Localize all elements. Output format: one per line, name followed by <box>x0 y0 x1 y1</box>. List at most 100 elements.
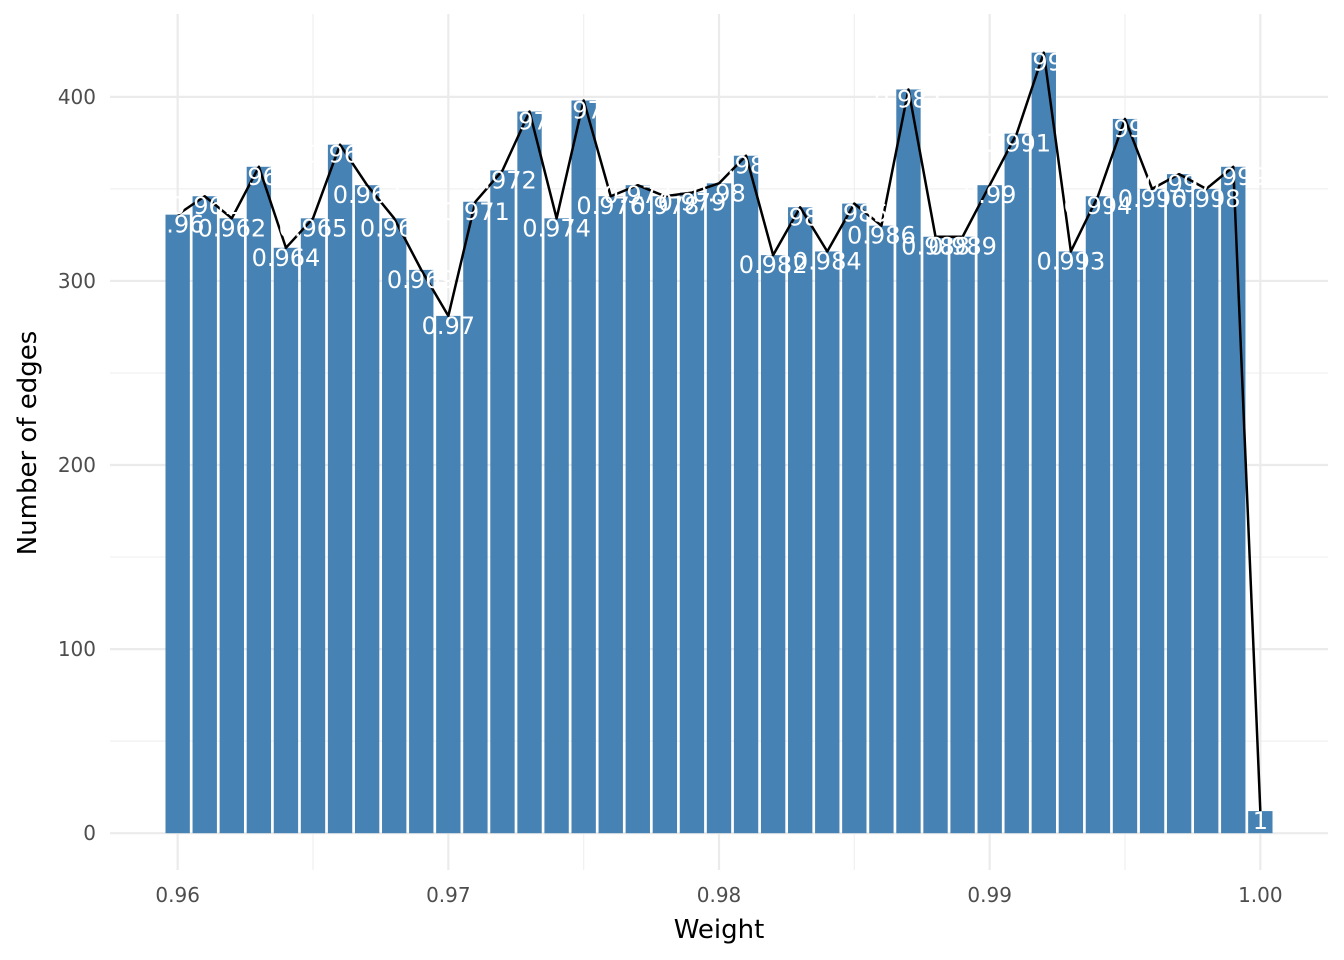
y-tick-label: 0 <box>83 821 96 845</box>
bar <box>1248 811 1273 834</box>
bar-value-label: 0.969 <box>387 266 456 294</box>
bars <box>165 52 1273 834</box>
bar <box>354 185 380 834</box>
bar-value-label: 0.975 <box>549 97 618 125</box>
bar <box>733 155 759 834</box>
bar-value-label: 1 <box>1253 807 1268 835</box>
axes: 0.96 0.97 0.98 0.99 1.00 0 100 200 300 400 <box>58 85 1283 907</box>
bar <box>1004 133 1029 834</box>
bar-value-label: 0.965 <box>279 214 348 242</box>
y-tick-label: 300 <box>58 269 96 293</box>
bar <box>923 236 948 834</box>
bar-value-label: 0.972 <box>468 166 537 194</box>
x-tick-label: 0.98 <box>697 883 742 907</box>
y-tick-label: 100 <box>58 637 96 661</box>
bar-value-label: 0.96 <box>151 211 204 239</box>
bar <box>1112 118 1138 834</box>
bar-value-label: 0.996 <box>1118 185 1187 213</box>
trend-line <box>176 51 1262 812</box>
bar <box>950 236 975 834</box>
bar-value-label: 0.982 <box>739 251 808 279</box>
bar-value-label: 0.974 <box>522 214 591 242</box>
bar <box>896 89 921 834</box>
bar <box>300 218 326 834</box>
bar <box>760 255 786 834</box>
bar <box>327 144 353 834</box>
x-axis-title: Weight <box>674 915 765 945</box>
bar-value-label: 0.962 <box>197 214 266 242</box>
bar <box>436 315 461 834</box>
bar-value-label: 0.987 <box>874 85 943 113</box>
y-axis-title: Number of edges <box>13 331 43 556</box>
bar-value-label: 0.983 <box>766 203 835 231</box>
bar-value-label: 0.973 <box>495 108 564 136</box>
bar <box>165 214 190 834</box>
bar <box>842 203 867 834</box>
bar <box>625 185 650 834</box>
bar <box>869 225 894 834</box>
bar-value-label: 0.99 <box>963 181 1016 209</box>
bar-value-label: 0.988 <box>901 233 970 261</box>
bar-value-label: 0.968 <box>360 214 429 242</box>
x-tick-label: 0.99 <box>967 883 1012 907</box>
bar-value-label: 0.966 <box>306 141 375 169</box>
bar-value-label: 0.995 <box>1091 115 1160 143</box>
bar <box>273 247 299 834</box>
bar-value-label: 0.991 <box>982 130 1051 158</box>
bar <box>409 269 434 834</box>
bar-value-label: 0.977 <box>603 181 672 209</box>
bar-value-label: 0.971 <box>441 198 510 226</box>
bar-value-label: 0.985 <box>820 200 889 228</box>
bar-value-label: 0.981 <box>712 152 781 180</box>
bar-value-label: 0.98 <box>692 179 745 207</box>
bar-value-label: 0.967 <box>333 181 402 209</box>
bar <box>544 218 569 834</box>
bar-value-label: 0.978 <box>631 192 700 220</box>
bar <box>1139 188 1165 834</box>
x-tick-label: 0.97 <box>426 883 471 907</box>
bar <box>463 201 488 834</box>
bar <box>679 192 705 834</box>
bar-value-label: 0.997 <box>1145 170 1214 198</box>
y-tick-label: 400 <box>58 85 96 109</box>
bar <box>1194 188 1219 834</box>
trend-line-group <box>176 51 1262 812</box>
bar <box>490 170 515 834</box>
bar <box>219 218 244 834</box>
bar <box>1058 251 1084 834</box>
bar <box>1031 52 1056 834</box>
bar-value-label: 0.979 <box>658 189 727 217</box>
bar <box>246 166 272 834</box>
bar-value-label: 0.992 <box>1009 49 1078 77</box>
bar-value-label: 0.961 <box>170 192 239 220</box>
bar-value-label: 0.989 <box>928 233 997 261</box>
bar <box>382 218 407 834</box>
bar-value-label: 0.963 <box>225 163 294 191</box>
bar-value-label: 0.999 <box>1199 163 1268 191</box>
bar-value-label: 0.97 <box>422 312 475 340</box>
bar <box>571 100 596 834</box>
bar <box>706 183 732 834</box>
bar <box>1166 174 1192 834</box>
bar <box>517 111 542 834</box>
bar-value-label: 0.993 <box>1037 247 1106 275</box>
bar-value-label: 0.984 <box>793 247 862 275</box>
bar-value-label: 0.976 <box>576 192 645 220</box>
bar <box>1085 196 1111 834</box>
bar <box>652 196 678 834</box>
x-tick-label: 1.00 <box>1238 883 1283 907</box>
bar-value-label: 0.964 <box>252 244 321 272</box>
y-tick-label: 200 <box>58 453 96 477</box>
bar <box>977 185 1002 834</box>
bar <box>815 251 840 834</box>
bar <box>598 196 623 834</box>
bar <box>192 196 217 834</box>
bar <box>1221 166 1246 834</box>
x-tick-label: 0.96 <box>155 883 200 907</box>
bar-value-label: 0.986 <box>847 222 916 250</box>
bar-value-label: 0.998 <box>1172 185 1241 213</box>
bar-value-label: 0.994 <box>1064 192 1133 220</box>
bar <box>788 207 813 834</box>
